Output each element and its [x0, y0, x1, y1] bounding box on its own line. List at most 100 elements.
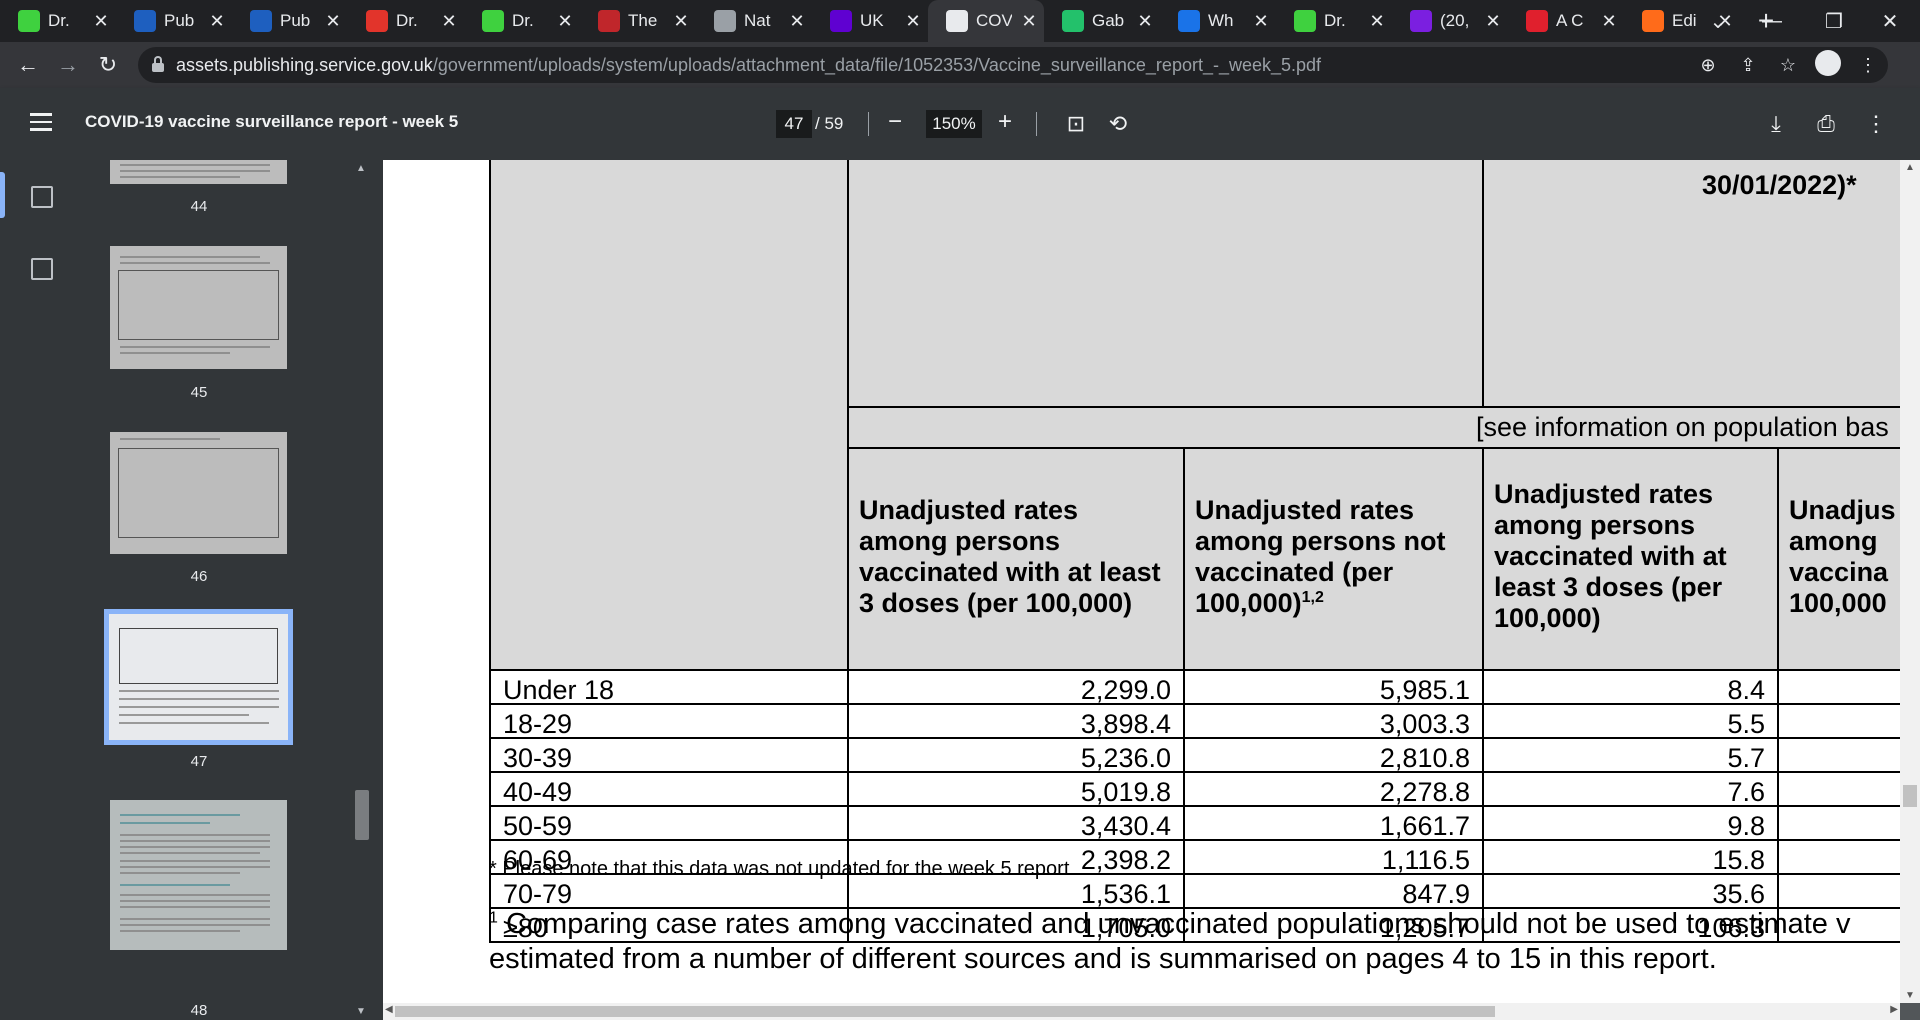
close-tab-icon[interactable]: ✕ — [325, 10, 341, 31]
browser-tab[interactable]: UK ✕ — [812, 0, 928, 42]
zoom-level-input[interactable]: 150% — [926, 110, 982, 138]
url-field[interactable]: assets.publishing.service.gov.uk/governm… — [138, 47, 1888, 83]
column-header: Unadjusted rates among persons not vacci… — [1183, 447, 1484, 671]
scrollbar-thumb[interactable] — [1903, 785, 1917, 807]
scroll-left-icon[interactable]: ◀ — [385, 1004, 393, 1015]
browser-tab[interactable]: Wh ✕ — [1160, 0, 1276, 42]
browser-tab[interactable]: Pub ✕ — [116, 0, 232, 42]
crown-icon — [946, 10, 968, 32]
scroll-down-icon[interactable]: ▼ — [356, 1006, 366, 1017]
close-tab-icon[interactable]: ✕ — [441, 10, 457, 31]
globe-icon — [714, 10, 736, 32]
scroll-up-icon[interactable]: ▲ — [1905, 162, 1915, 173]
forward-icon[interactable]: → — [57, 52, 79, 77]
thumbnails-icon[interactable] — [31, 186, 53, 208]
horizontal-scrollbar[interactable]: ◀ ▶ — [383, 1003, 1900, 1020]
close-tab-icon[interactable]: ✕ — [673, 10, 689, 31]
tab-title: Pub — [280, 11, 311, 30]
fit-page-icon[interactable]: ⊡ — [1066, 111, 1086, 136]
top-header-fragment: 30/01/2022)* — [1702, 170, 1857, 200]
browser-tab[interactable]: COV ✕ — [928, 0, 1044, 42]
browser-tab[interactable]: Dr. ✕ — [348, 0, 464, 42]
browser-tab[interactable]: The ✕ — [580, 0, 696, 42]
thumbnail-page-46[interactable] — [110, 432, 287, 554]
document-scrollbar[interactable]: ▲ ▼ — [1900, 160, 1920, 1003]
scroll-down-icon[interactable]: ▼ — [1905, 990, 1915, 1001]
rate-cell — [1777, 703, 1900, 739]
scrollbar-thumb[interactable] — [355, 790, 369, 840]
minimize-icon[interactable]: — — [1762, 9, 1782, 32]
new-tab-button[interactable]: + — [1757, 5, 1775, 36]
thumbnail-scrollbar[interactable]: ▲ ▼ — [353, 160, 383, 1020]
back-icon[interactable]: ← — [17, 52, 39, 77]
column-header: Unadjus among vaccina 100,000 — [1777, 447, 1900, 671]
browser-tab[interactable]: Dr. ✕ — [464, 0, 580, 42]
age-group-cell: Under 18 — [489, 669, 849, 705]
scroll-right-icon[interactable]: ▶ — [1890, 1004, 1898, 1015]
close-tab-icon[interactable]: ✕ — [1369, 10, 1385, 31]
age-group-cell: 70-79 — [489, 873, 849, 909]
download-icon[interactable]: ⤓ — [1771, 111, 1781, 136]
rate-cell: 15.8 — [1482, 839, 1779, 875]
page-number-input[interactable]: 47 — [776, 110, 812, 138]
url-text[interactable]: assets.publishing.service.gov.uk/governm… — [176, 54, 1322, 75]
thumbnail-page-45[interactable] — [110, 246, 287, 369]
rate-cell: 2,810.8 — [1183, 737, 1484, 773]
rate-cell: 1,705.0 — [847, 907, 1185, 943]
rate-cell: 1,116.5 — [1183, 839, 1484, 875]
rate-cell: 3,898.4 — [847, 703, 1185, 739]
rate-cell: 2,278.8 — [1183, 771, 1484, 807]
close-tab-icon[interactable]: ✕ — [209, 10, 225, 31]
rate-cell: 106.3 — [1482, 907, 1779, 943]
rate-cell: 7.6 — [1482, 771, 1779, 807]
rotate-icon[interactable]: ⟲ — [1108, 111, 1128, 136]
share-icon[interactable]: ⇪ — [1740, 54, 1756, 75]
close-tab-icon[interactable]: ✕ — [93, 10, 109, 31]
close-tab-icon[interactable]: ✕ — [1717, 10, 1733, 31]
menu-dots-icon[interactable]: ⋮ — [1859, 54, 1877, 75]
restore-icon[interactable]: ❐ — [1825, 10, 1843, 33]
close-tab-icon[interactable]: ✕ — [1253, 10, 1269, 31]
browser-tab[interactable]: Dr. ✕ — [1276, 0, 1392, 42]
close-tab-icon[interactable]: ✕ — [1601, 10, 1617, 31]
play-circle-icon — [18, 10, 40, 32]
profile-icon[interactable] — [1808, 49, 1848, 81]
zoom-icon[interactable]: ⊕ — [1700, 54, 1716, 75]
browser-tab[interactable]: Edi ✕ — [1624, 0, 1740, 42]
thumbnail-label: 46 — [190, 568, 208, 585]
bookmark-star-icon[interactable]: ☆ — [1779, 54, 1797, 75]
zoom-out-button[interactable]: − — [888, 108, 903, 135]
thumbnail-page-48[interactable] — [110, 800, 287, 950]
zoom-in-button[interactable]: + — [998, 108, 1013, 135]
browser-tab[interactable]: Pub ✕ — [232, 0, 348, 42]
browser-tab[interactable]: Dr. ✕ — [0, 0, 116, 42]
thumbnail-page-47[interactable] — [104, 609, 293, 745]
close-tab-icon[interactable]: ✕ — [1021, 10, 1037, 31]
browser-tab[interactable]: A C ✕ — [1508, 0, 1624, 42]
browser-tab[interactable]: Nat ✕ — [696, 0, 812, 42]
thumbnail-label: 44 — [190, 198, 208, 215]
close-tab-icon[interactable]: ✕ — [905, 10, 921, 31]
outline-icon[interactable] — [31, 258, 53, 280]
age-group-cell: 50-59 — [489, 805, 849, 841]
reload-icon[interactable]: ↻ — [98, 52, 118, 77]
lock-icon[interactable] — [152, 56, 164, 72]
column-header: Unadjusted rates among persons vaccinate… — [1482, 447, 1779, 671]
browser-tab[interactable]: (20, ✕ — [1392, 0, 1508, 42]
print-icon[interactable]: ⎙ — [1817, 111, 1835, 136]
browser-tab[interactable]: Gab ✕ — [1044, 0, 1160, 42]
scroll-up-icon[interactable]: ▲ — [356, 163, 366, 174]
tab-search-icon[interactable]: ⌄ — [1709, 10, 1727, 33]
more-actions-icon[interactable]: ⋮ — [1865, 111, 1887, 136]
close-tab-icon[interactable]: ✕ — [1485, 10, 1501, 31]
document-viewport[interactable]: 30/01/2022)* [see information on populat… — [383, 160, 1900, 1003]
close-tab-icon[interactable]: ✕ — [1137, 10, 1153, 31]
close-tab-icon[interactable]: ✕ — [557, 10, 573, 31]
address-bar: ← → ↻ assets.publishing.service.gov.uk/g… — [0, 42, 1920, 88]
sidebar-menu-icon[interactable] — [30, 113, 52, 131]
scrollbar-thumb[interactable] — [395, 1006, 1495, 1017]
page-count: / 59 — [815, 114, 844, 133]
close-tab-icon[interactable]: ✕ — [789, 10, 805, 31]
close-window-icon[interactable]: ✕ — [1881, 10, 1899, 33]
thumbnail-page-44[interactable] — [110, 160, 287, 184]
